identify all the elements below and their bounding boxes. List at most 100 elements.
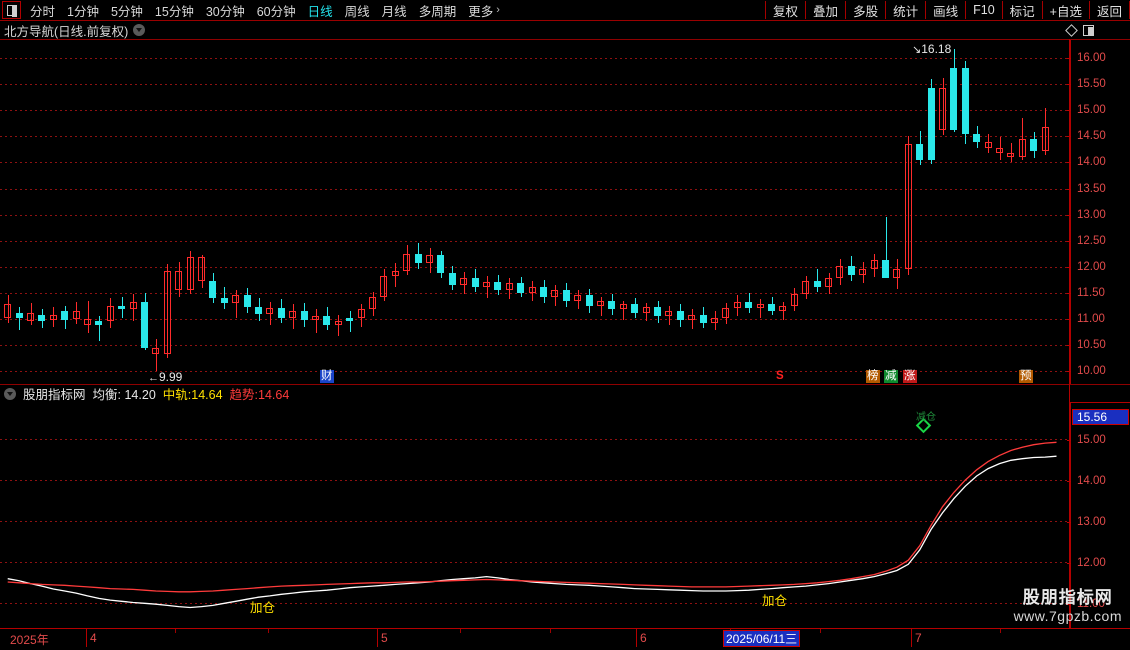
candle-body <box>483 282 490 287</box>
price-tick-label: 10.50 <box>1077 339 1106 351</box>
candle-wick <box>817 269 818 292</box>
tab-1min[interactable]: 1分钟 <box>67 4 99 19</box>
x-tick <box>820 629 821 633</box>
signal-badge-zhang[interactable]: 涨 <box>903 370 917 383</box>
candle-body <box>893 269 900 279</box>
candle-body <box>882 260 889 279</box>
candle-wick <box>190 251 191 294</box>
candle-body <box>152 347 159 355</box>
candle-body <box>1030 139 1037 151</box>
price-tick-label: 13.00 <box>1077 209 1106 221</box>
add-zixuan-button[interactable]: +自选 <box>1041 1 1089 19</box>
stock-title-bar: 北方导航(日线.前复权) <box>0 21 1130 39</box>
indicator-plot[interactable]: 加仓 加仓 减仓 <box>0 402 1070 628</box>
candle-wick <box>88 300 89 334</box>
candle-wick <box>31 303 32 326</box>
candle-wick <box>133 293 134 322</box>
x-tick <box>550 629 551 633</box>
chevron-down-icon[interactable] <box>133 24 146 36</box>
indicator-current-value: 15.56 <box>1072 408 1129 425</box>
chevron-down-icon[interactable] <box>4 387 16 400</box>
candle-wick <box>373 291 374 317</box>
candle-wick <box>863 261 864 284</box>
panel-icon[interactable] <box>1083 24 1094 36</box>
panel-toggle-icon[interactable] <box>2 1 21 19</box>
f10-button[interactable]: F10 <box>965 1 1002 19</box>
diejia-button[interactable]: 叠加 <box>805 1 845 19</box>
candlestick-plot[interactable]: ↘16.18 ←9.99 财 S 榜减涨 预 <box>0 40 1070 384</box>
signal-badge-cai[interactable]: 财 <box>320 370 334 383</box>
tab-monthly[interactable]: 月线 <box>381 4 407 19</box>
candle-wick <box>760 299 761 318</box>
indicator-line-趋势 <box>7 441 1057 593</box>
candle-wick <box>53 307 54 327</box>
candle-body <box>905 144 912 270</box>
candle-body <box>757 304 764 309</box>
corner-icon-group <box>1065 23 1130 37</box>
candle-wick <box>338 314 339 336</box>
candle-wick <box>361 304 362 327</box>
signal-badge-bang[interactable]: 榜 <box>866 370 880 383</box>
candle-wick <box>316 309 317 334</box>
candle-body <box>312 316 319 320</box>
axis-separator <box>377 629 378 647</box>
signal-badge-yu[interactable]: 预 <box>1019 370 1033 383</box>
candle-body <box>323 316 330 326</box>
grid-line <box>0 215 1070 216</box>
indicator-line-均衡 <box>7 455 1057 609</box>
candle-body <box>95 321 102 326</box>
axis-separator <box>86 629 87 647</box>
zhonggui-value: 14.64 <box>191 388 223 402</box>
junheng-value: 14.20 <box>124 388 156 402</box>
tab-daily[interactable]: 日线 <box>307 4 333 19</box>
candle-body <box>141 302 148 348</box>
candle-wick <box>943 78 944 136</box>
grid-line <box>0 58 1070 59</box>
axis-divider <box>1069 39 1070 628</box>
candle-body <box>369 296 376 310</box>
tab-more[interactable]: 更多 <box>468 4 494 19</box>
tab-30min[interactable]: 30分钟 <box>205 4 245 19</box>
tab-5min[interactable]: 5分钟 <box>110 4 143 19</box>
grid-line <box>0 267 1070 268</box>
diamond-icon[interactable] <box>1065 23 1078 37</box>
tab-15min[interactable]: 15分钟 <box>154 4 194 19</box>
candle-body <box>836 265 843 279</box>
tab-weekly[interactable]: 周线 <box>344 4 370 19</box>
tab-fenshi[interactable]: 分时 <box>30 4 56 19</box>
candle-body <box>654 307 661 317</box>
tab-60min[interactable]: 60分钟 <box>256 4 296 19</box>
candle-wick <box>1011 142 1012 163</box>
candle-wick <box>783 302 784 320</box>
signal-badge-s[interactable]: S <box>776 370 784 382</box>
candle-body <box>232 295 239 304</box>
candle-body <box>791 293 798 306</box>
duogu-button[interactable]: 多股 <box>845 1 885 19</box>
candle-body <box>962 67 969 134</box>
candle-body <box>449 272 456 285</box>
signal-badge-jian[interactable]: 减 <box>884 370 898 383</box>
fanhui-button[interactable]: 返回 <box>1088 1 1130 19</box>
candle-body <box>426 255 433 263</box>
price-tick-label: 15.00 <box>1077 104 1106 116</box>
candle-body <box>1042 127 1049 151</box>
candle-body <box>50 314 57 320</box>
tab-multi-period[interactable]: 多周期 <box>418 4 457 19</box>
top-toolbar: 分时 1分钟 5分钟 15分钟 30分钟 60分钟 日线 周线 月线 多周期 更… <box>0 0 1130 21</box>
fuquan-button[interactable]: 复权 <box>765 1 805 19</box>
biaoji-button[interactable]: 标记 <box>1001 1 1042 19</box>
huaxian-button[interactable]: 画线 <box>925 1 965 19</box>
indicator-tick-label: 13.00 <box>1077 516 1106 528</box>
price-tick-label: 10.00 <box>1077 365 1106 377</box>
price-tick-label: 13.50 <box>1077 183 1106 195</box>
candle-body <box>597 300 604 306</box>
candle-wick <box>110 298 111 329</box>
tongji-button[interactable]: 统计 <box>885 1 925 19</box>
x-tick <box>460 629 461 633</box>
indicator-header: 股朋指标网 均衡: 14.20 中轨:14.64 趋势:14.64 <box>0 384 1130 402</box>
candle-body <box>517 283 524 293</box>
grid-line <box>0 603 1070 604</box>
chevron-right-icon[interactable]: › <box>496 4 500 16</box>
candle-wick <box>726 303 727 325</box>
candle-wick <box>99 316 100 341</box>
